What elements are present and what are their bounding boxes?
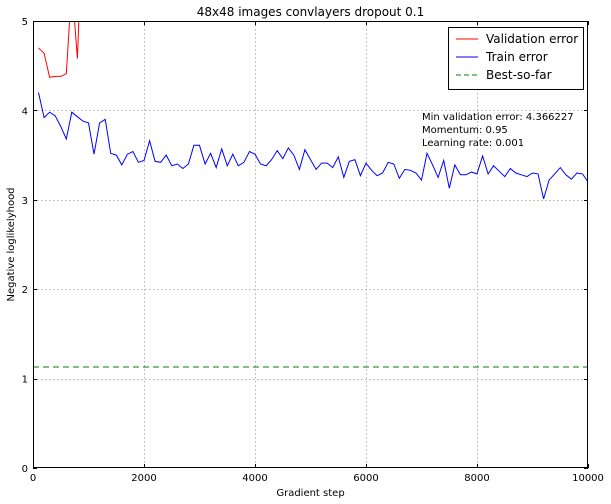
- y-tick-label: 1: [22, 375, 28, 386]
- grid: [33, 21, 588, 468]
- y-tick-label: 2: [22, 285, 28, 296]
- x-tick-label: 10000: [572, 473, 604, 484]
- x-tick-label: 2000: [131, 473, 156, 484]
- x-tick-label: 6000: [353, 473, 378, 484]
- legend-label-best-so-far: Best-so-far: [486, 68, 552, 82]
- legend: Validation error Train error Best-so-far: [448, 27, 584, 90]
- series-layer: [33, 21, 588, 368]
- x-tick-label: 0: [30, 473, 36, 484]
- y-tick-label: 4: [22, 106, 28, 117]
- annotation-learning-rate: Learning rate: 0.001: [422, 138, 524, 149]
- y-axis-label: Negative loglikelyhood: [6, 187, 17, 301]
- annotation-momentum: Momentum: 0.95: [422, 125, 508, 136]
- chart-title: 48x48 images convlayers dropout 0.1: [197, 5, 425, 19]
- y-tick-label: 0: [22, 464, 28, 475]
- validation-error-line: [38, 21, 80, 78]
- legend-label-validation-error: Validation error: [486, 32, 578, 46]
- x-tick-label: 4000: [242, 473, 267, 484]
- legend-label-train-error: Train error: [485, 50, 548, 64]
- legend-box: [448, 27, 584, 90]
- y-tick-label: 3: [22, 196, 28, 207]
- y-tick-label: 5: [22, 17, 28, 28]
- x-tick-label: 8000: [464, 473, 489, 484]
- annotation-min-validation: Min validation error: 4.366227: [422, 112, 574, 123]
- annotation-block: Min validation error: 4.366227 Momentum:…: [422, 112, 574, 149]
- x-axis-label: Gradient step: [276, 488, 344, 499]
- plot-frame: [33, 21, 588, 468]
- train-error-line: [38, 92, 588, 200]
- ticks: 0 2000 4000 6000 8000 10000 0 1 2 3 4 5: [22, 17, 604, 484]
